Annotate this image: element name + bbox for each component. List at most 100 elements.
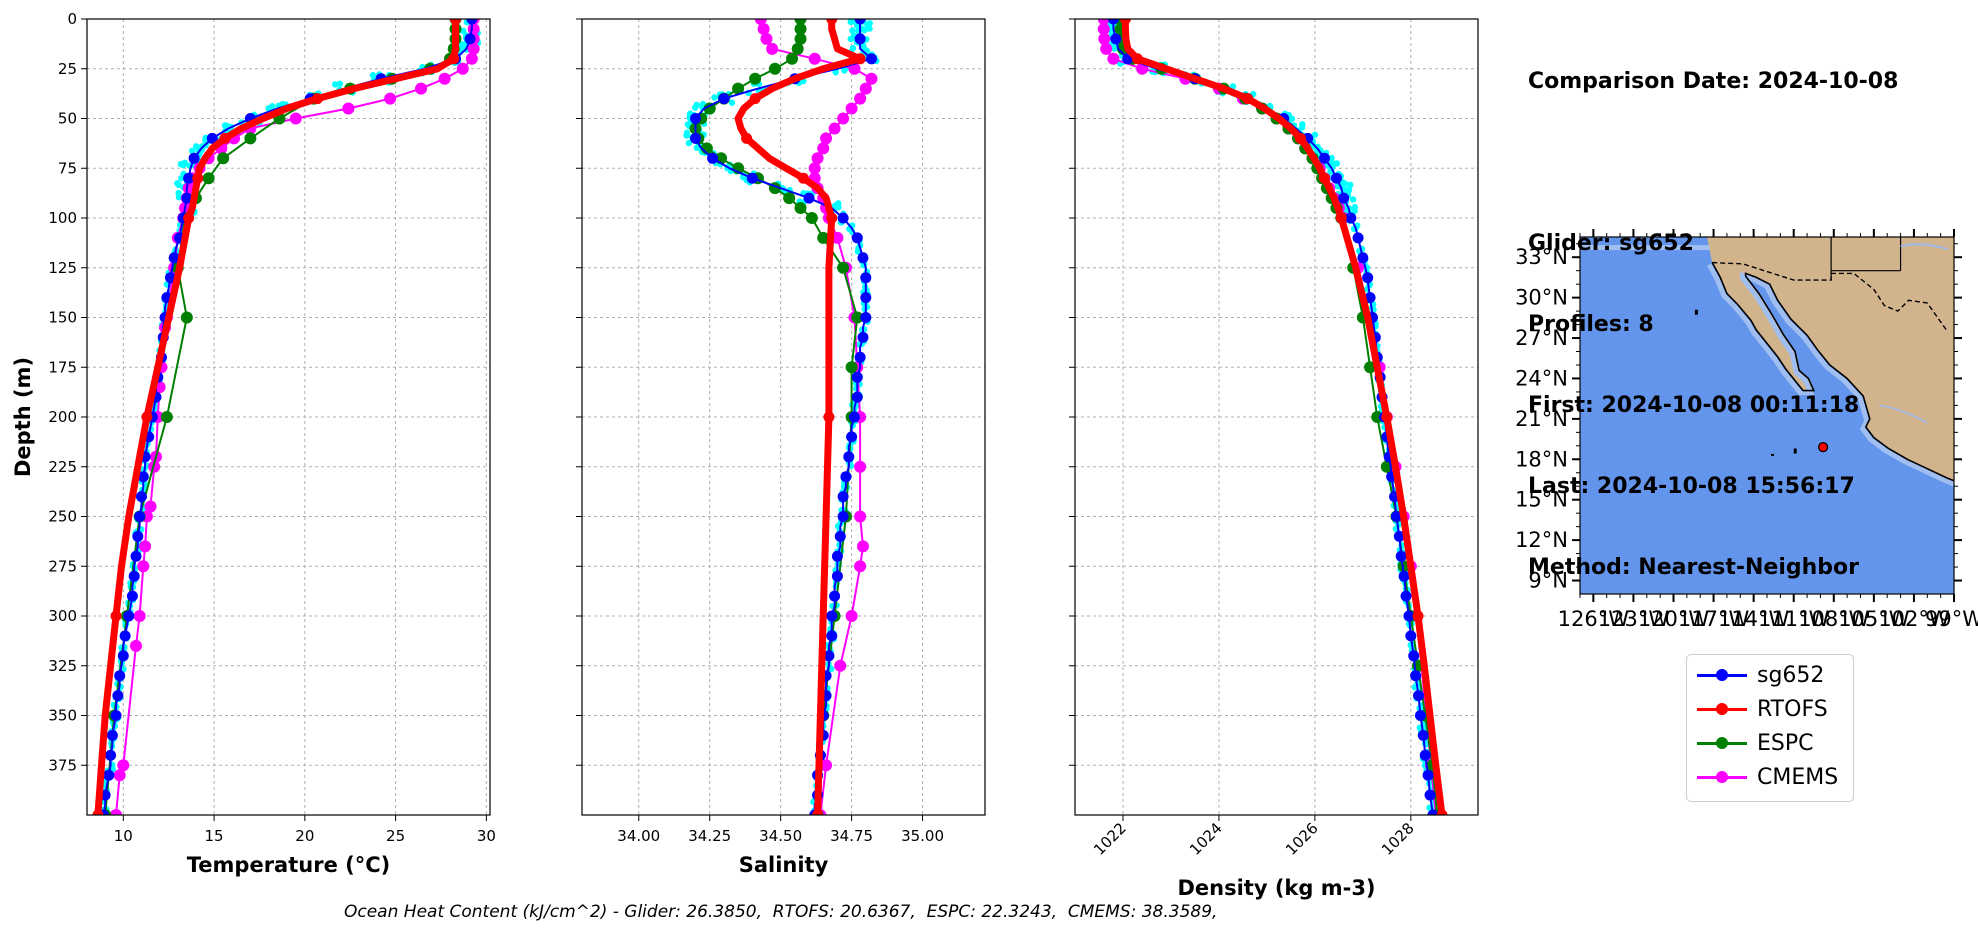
glider-sample-point (331, 81, 339, 88)
data-point-sg652 (1413, 690, 1425, 702)
glider-sample-point (1346, 181, 1354, 189)
x-tick-label: 30 (477, 827, 496, 845)
data-point-cmems (831, 231, 844, 244)
glider-sample-point (728, 99, 736, 106)
data-point-sg652 (106, 729, 118, 741)
data-point-sg652 (1395, 550, 1407, 562)
data-point-cmems (808, 52, 821, 65)
data-point-cmems (289, 112, 302, 125)
legend-label: sg652 (1757, 662, 1825, 688)
data-point-cmems (854, 460, 867, 473)
lat-label: 30°N (1515, 286, 1568, 310)
lon-label: 111°W (1758, 607, 1830, 631)
data-point-rtofs (1335, 212, 1347, 224)
y-tick-label: 200 (48, 408, 77, 426)
lon-label: 99°W (1925, 607, 1978, 631)
data-point-sg652 (1393, 530, 1405, 542)
glider-sample-point (193, 143, 200, 150)
data-point-sg652 (1338, 192, 1350, 204)
x-axis-label: Temperature (°C) (187, 853, 390, 877)
x-tick-label: 1028 (1378, 819, 1418, 859)
data-point-cmems (1097, 19, 1110, 25)
data-point-cmems (760, 32, 773, 45)
data-point-sg652 (117, 650, 129, 662)
data-point-rtofs (1318, 172, 1330, 184)
data-point-sg652 (690, 132, 702, 144)
x-tick-label: 34.25 (688, 827, 731, 845)
data-point-sg652 (1362, 272, 1374, 284)
data-point-sg652 (840, 471, 852, 483)
interpolation-method: Method: Nearest-Neighbor (1528, 555, 1859, 580)
y-tick-label: 125 (48, 259, 77, 277)
y-tick-label: 25 (58, 60, 77, 78)
data-point-rtofs (192, 172, 204, 184)
ocean-heat-content-caption: Ocean Heat Content (kJ/cm^2) - Glider: 2… (344, 902, 1218, 922)
profile-panel-2: 34.00 34.25 34.50 34.75 35.00 Salinity (576, 18, 986, 877)
data-point-sg652 (130, 550, 142, 562)
island (1694, 309, 1698, 315)
data-point-rtofs (1381, 411, 1393, 423)
data-point-rtofs (826, 19, 838, 25)
y-tick-label: 350 (48, 707, 77, 725)
x-axis-label: Salinity (739, 853, 829, 877)
glider-sample-point (1333, 160, 1341, 167)
data-point-rtofs (312, 93, 324, 105)
glider-sample-point (1345, 186, 1353, 194)
data-point-espc (794, 202, 807, 215)
y-tick-label: 150 (48, 309, 77, 327)
lon-label: 114°W (1718, 607, 1790, 631)
data-point-sg652 (1318, 152, 1330, 164)
y-tick-label: 100 (48, 209, 77, 227)
data-point-cmems (1098, 32, 1111, 45)
data-point-sg652 (826, 630, 838, 642)
data-point-sg652 (843, 451, 855, 463)
glider-sample-point (1328, 154, 1335, 162)
data-point-sg652 (103, 769, 115, 781)
data-point-rtofs (826, 212, 838, 224)
glider-sample-point (1351, 207, 1358, 215)
data-point-sg652 (831, 550, 843, 562)
data-point-espc (217, 152, 230, 165)
lat-label: 21°N (1515, 407, 1568, 431)
legend-label: RTOFS (1757, 696, 1828, 722)
land-fill (1580, 237, 1954, 481)
data-point-espc (1364, 361, 1377, 374)
data-point-rtofs (741, 132, 753, 144)
data-point-cmems (859, 82, 872, 95)
plot-marks (683, 19, 880, 815)
legend-item-espc: ESPC (1697, 728, 1814, 758)
x-tick-label: 1022 (1090, 819, 1130, 859)
data-point-cmems (384, 92, 397, 105)
data-point-cmems (808, 162, 821, 175)
data-point-rtofs (1294, 132, 1306, 144)
x-tick-label: 34.50 (759, 827, 802, 845)
data-point-sg652 (690, 113, 702, 124)
data-point-sg652 (1110, 33, 1122, 45)
data-point-espc (817, 231, 830, 244)
glider-sample-point (685, 139, 693, 147)
data-point-sg652 (1424, 789, 1436, 801)
data-point-espc (794, 32, 807, 45)
lon-label: 108°W (1798, 607, 1870, 631)
data-point-espc (786, 52, 799, 65)
data-point-rtofs (219, 132, 231, 144)
data-point-cmems (865, 72, 878, 85)
data-point-sg652 (837, 212, 849, 224)
data-point-sg652 (1427, 809, 1439, 815)
glider-location-marker (1817, 442, 1829, 453)
y-axis-label: Depth (m) (11, 357, 35, 477)
glider-sample-point (692, 104, 699, 111)
data-point-sg652 (466, 19, 478, 25)
location-map: 33°N 30°N 27°N 24°N 21°N 18°N 15°N 12°N 9°N 126°W… (1515, 229, 1978, 631)
legend-item-sg652: sg652 (1697, 660, 1824, 690)
data-point-sg652 (1414, 710, 1426, 721)
lon-label: 117°W (1678, 607, 1750, 631)
data-point-cmems (757, 22, 770, 35)
data-point-sg652 (1419, 749, 1431, 761)
data-point-sg652 (829, 590, 841, 602)
data-point-cmems (1100, 42, 1113, 55)
x-tick-label: 15 (205, 827, 224, 845)
data-point-rtofs (1119, 19, 1131, 25)
first-profile-time: First: 2024-10-08 00:11:18 (1528, 393, 1860, 418)
data-point-sg652 (1352, 232, 1364, 244)
